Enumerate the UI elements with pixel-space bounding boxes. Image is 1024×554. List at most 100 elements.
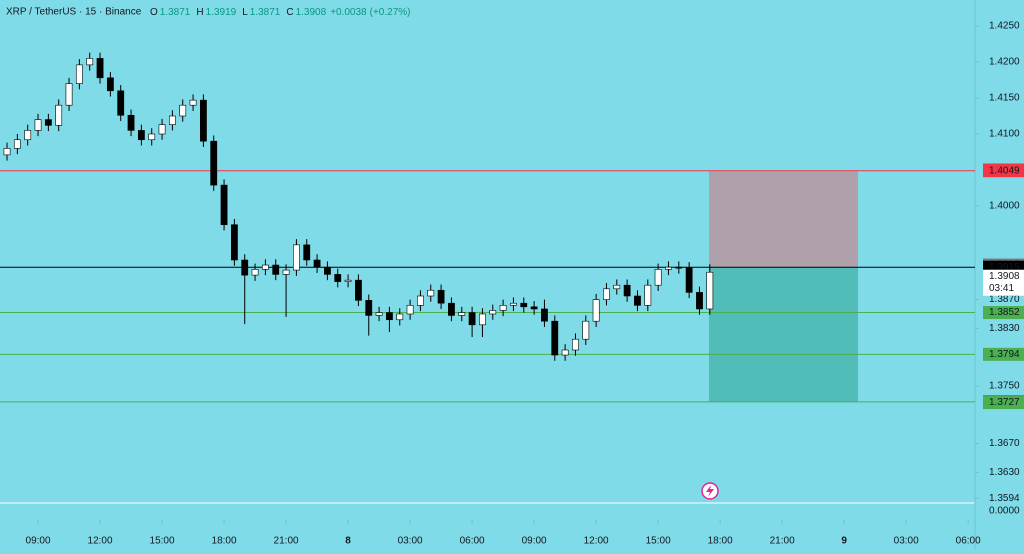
candle-body <box>551 320 559 356</box>
legend-key: O <box>150 7 158 18</box>
candle-body <box>675 266 683 269</box>
y-tick-label: 1.3670 <box>989 438 1020 449</box>
x-tick-label: 18:00 <box>708 536 733 547</box>
x-tick-label: 8 <box>345 536 351 547</box>
y-tick-label: 1.4100 <box>989 129 1020 140</box>
candle-body <box>24 130 32 141</box>
y-tick-label: 1.3594 <box>989 493 1020 504</box>
x-tick-label: 21:00 <box>274 536 299 547</box>
price-label-box <box>983 164 1024 178</box>
candle-body <box>158 124 166 135</box>
y-tick-label: 1.3870 <box>989 294 1020 305</box>
price-label: 1.3852 <box>989 307 1020 318</box>
candle-body <box>665 266 672 270</box>
candle-body <box>572 338 579 351</box>
last-price: 1.3908 <box>989 271 1020 282</box>
candle-body <box>644 284 652 306</box>
candle-body <box>582 320 590 340</box>
candle-body <box>34 119 42 131</box>
x-tick-label: 12:00 <box>88 536 113 547</box>
candle-body <box>324 266 331 275</box>
candle-body <box>86 58 94 66</box>
candle-body <box>65 83 73 106</box>
x-tick-label: 15:00 <box>646 536 671 547</box>
candle-body <box>44 119 52 126</box>
candle-body <box>13 139 21 149</box>
symbol: XRP / TetherUS · 15 · Binance <box>6 7 142 18</box>
candle-body <box>293 244 300 271</box>
candle-body <box>137 130 145 141</box>
candle-body <box>499 305 507 311</box>
candle-body <box>117 90 125 116</box>
candle-body <box>241 259 249 276</box>
candle-body <box>210 140 218 186</box>
countdown: 03:41 <box>989 283 1014 294</box>
candle-body <box>375 312 383 316</box>
candle-body <box>106 77 114 92</box>
legend-value: 1.3908 <box>296 7 327 18</box>
legend-value: 1.3919 <box>206 7 237 18</box>
candle-body <box>634 295 641 306</box>
candle-body <box>406 305 414 315</box>
candle-body <box>355 279 362 301</box>
candle-body <box>561 349 569 356</box>
candle-body <box>148 133 156 141</box>
candle-body <box>303 244 311 261</box>
event-icon-bolt <box>706 485 714 497</box>
candle-body <box>396 313 404 321</box>
volume-axis-label: 0.0000 <box>989 506 1020 517</box>
price-label: 1.3794 <box>989 349 1020 360</box>
candle-body <box>230 224 238 261</box>
x-tick-label: 15:00 <box>150 536 175 547</box>
candle-body <box>3 148 11 156</box>
candle-body <box>520 302 528 308</box>
candle-body <box>458 312 466 316</box>
price-label-box <box>983 396 1024 410</box>
candle-body <box>592 299 600 322</box>
candle-body <box>685 267 693 293</box>
candle-body <box>365 300 373 316</box>
candle-body <box>696 292 703 310</box>
candle-body <box>199 99 207 142</box>
candle-body <box>613 284 621 290</box>
candle-body <box>262 264 269 270</box>
candle-body <box>541 308 548 322</box>
x-tick-label: 06:00 <box>956 536 981 547</box>
candle-body <box>489 310 497 315</box>
price-label: 1.4049 <box>989 165 1020 176</box>
stop-zone <box>708 170 859 268</box>
candle-body <box>251 269 259 276</box>
price-label: 1.3915 <box>989 262 1020 273</box>
x-tick-label: 03:00 <box>398 536 423 547</box>
y-tick-label: 1.3750 <box>989 381 1020 392</box>
price-label: 1.3727 <box>989 397 1020 408</box>
ohlc-legend: O 1.3871 H 1.3919 L 1.3871 C 1.3908 +0.0038 (+0.2… <box>150 7 410 18</box>
y-tick-label: 1.4000 <box>989 201 1020 212</box>
candle-body <box>75 64 83 84</box>
candle-body <box>55 104 63 126</box>
x-tick-label: 9 <box>841 536 847 547</box>
legend-key: H <box>196 7 203 18</box>
candle-body <box>272 264 280 275</box>
x-tick-label: 21:00 <box>770 536 795 547</box>
price-label-box <box>983 306 1024 320</box>
candle-body <box>313 259 321 268</box>
y-tick-label: 1.4250 <box>989 21 1020 32</box>
x-tick-label: 03:00 <box>894 536 919 547</box>
change: +0.0038 <box>330 7 367 18</box>
candle-body <box>127 114 135 131</box>
x-tick-label: 18:00 <box>212 536 237 547</box>
legend-key: C <box>286 7 293 18</box>
y-tick-label: 1.4200 <box>989 57 1020 68</box>
y-tick-label: 1.3630 <box>989 467 1020 478</box>
candle-body <box>189 99 197 106</box>
candle-body <box>437 289 445 304</box>
candle-body <box>282 269 290 275</box>
legend-value: 1.3871 <box>160 7 191 18</box>
candle-body <box>427 289 435 297</box>
y-tick-label: 1.4150 <box>989 93 1020 104</box>
candle-body <box>448 302 455 316</box>
candle-body <box>168 115 176 125</box>
